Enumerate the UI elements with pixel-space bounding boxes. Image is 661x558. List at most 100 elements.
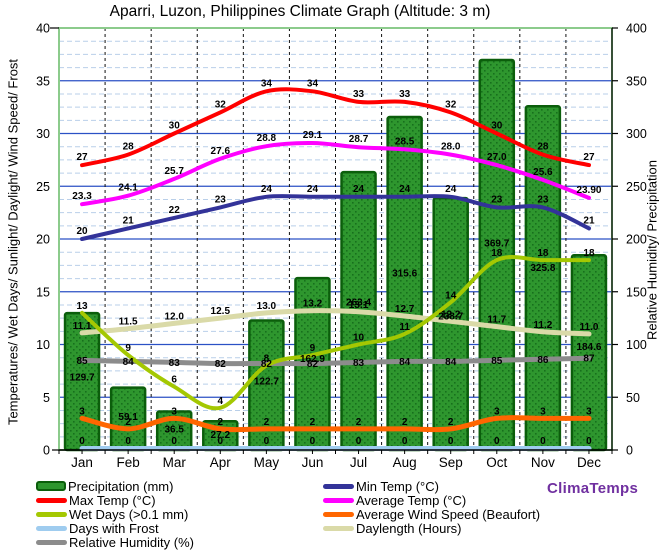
avg-temp-value: 28.8 xyxy=(257,133,277,144)
frost-days-value: 0 xyxy=(125,436,131,447)
wind-speed-value: 2 xyxy=(264,417,270,428)
legend-label: Days with Frost xyxy=(69,521,159,537)
max-temp-line xyxy=(80,87,591,168)
wind-speed-labels: 3 2 3 2 2 2 2 2 2 3 3 3 xyxy=(79,406,592,428)
daylength-value: 12.0 xyxy=(164,311,184,322)
avg-temp-value: 29.1 xyxy=(303,130,323,141)
legend-swatch-frost-days xyxy=(36,526,67,532)
wind-speed-line xyxy=(79,415,592,433)
humidity-value: 87 xyxy=(583,354,595,365)
avg-temp-value: 24.1 xyxy=(118,183,138,194)
max-temp-value: 32 xyxy=(215,99,227,110)
month-label: Jun xyxy=(302,455,324,470)
wet-days-line xyxy=(80,255,591,411)
legend-label: Max Temp (°C) xyxy=(69,492,156,508)
wind-speed-value: 3 xyxy=(171,406,177,417)
humidity-value: 85 xyxy=(491,356,503,367)
precipitation-bar-aug xyxy=(386,115,423,452)
min-temp-value: 24 xyxy=(307,184,319,195)
frost-days-value: 0 xyxy=(264,436,270,447)
precipitation-value: 325.8 xyxy=(530,263,555,274)
min-temp-labels: 20 21 22 23 24 24 24 24 24 23 23 21 xyxy=(76,184,594,237)
frost-days-labels: 0 0 0 0 0 0 0 0 0 0 0 0 xyxy=(79,436,592,447)
wet-days-value: 18 xyxy=(491,248,503,259)
avg-temp-value: 28.7 xyxy=(349,134,369,145)
max-temp-value: 33 xyxy=(399,89,411,100)
legend-swatch-wind-speed xyxy=(323,511,354,517)
wind-speed-value: 3 xyxy=(586,406,592,417)
min-temp-value: 22 xyxy=(169,205,181,216)
frost-days-value: 0 xyxy=(79,436,85,447)
legend-item-min-temp: Min Temp (°C) xyxy=(323,479,540,493)
min-temp-line xyxy=(80,194,591,241)
left-axis-tick: 20 xyxy=(36,233,50,247)
min-temp-value: 20 xyxy=(76,226,88,237)
right-axis-tick: 100 xyxy=(626,338,647,352)
humidity-value: 82 xyxy=(261,359,273,370)
legend-label: Wet Days (>0.1 mm) xyxy=(69,506,189,522)
wet-days-value: 8 xyxy=(264,354,270,365)
precipitation-value: 36.5 xyxy=(164,425,184,436)
left-axis-tick: 15 xyxy=(36,285,50,299)
max-temp-value: 30 xyxy=(169,121,181,132)
legend-item-wind-speed: Average Wind Speed (Beaufort) xyxy=(323,507,540,521)
legend-swatch-max-temp xyxy=(36,497,67,503)
wet-days-labels: 13 9 6 4 8 9 10 11 14 18 18 18 xyxy=(76,248,594,407)
avg-temp-value: 23.90 xyxy=(576,185,601,196)
max-temp-labels: 27 28 30 32 34 34 33 33 32 30 28 27 xyxy=(76,78,594,163)
humidity-value: 82 xyxy=(307,359,319,370)
month-label: Feb xyxy=(116,455,139,470)
month-label: Dec xyxy=(577,455,601,470)
max-temp-value: 34 xyxy=(307,78,319,89)
legend-swatch-wet-days xyxy=(36,511,67,517)
humidity-value: 83 xyxy=(353,358,365,369)
wet-days-value: 14 xyxy=(445,290,457,301)
min-temp-value: 23 xyxy=(537,194,549,205)
legend-item-wet-days: Wet Days (>0.1 mm) xyxy=(36,507,194,521)
min-temp-value: 24 xyxy=(399,184,411,195)
precipitation-bars xyxy=(63,58,608,452)
min-temp-value: 24 xyxy=(353,184,365,195)
precipitation-value: 162.9 xyxy=(300,354,325,365)
wet-days-value: 9 xyxy=(125,343,131,354)
wet-days-value: 13 xyxy=(76,301,88,312)
precipitation-value: 184.6 xyxy=(576,342,601,353)
legend-column-right: Min Temp (°C) Average Temp (°C) Average Wi… xyxy=(323,479,540,536)
min-temp-value: 24 xyxy=(445,184,457,195)
min-temp-value: 24 xyxy=(261,184,273,195)
legend-label: Min Temp (°C) xyxy=(356,478,439,494)
right-axis-tick: 250 xyxy=(626,180,647,194)
month-label: Jul xyxy=(350,455,367,470)
max-temp-value: 33 xyxy=(353,89,365,100)
legend-item-max-temp: Max Temp (°C) xyxy=(36,493,194,507)
daylength-line xyxy=(79,308,592,337)
month-label: May xyxy=(254,455,280,470)
month-label: Apr xyxy=(210,455,232,470)
right-axis-tick: 0 xyxy=(626,444,633,458)
frost-days-value: 0 xyxy=(356,436,362,447)
avg-temp-value: 27.6 xyxy=(211,146,231,157)
wind-speed-value: 3 xyxy=(494,406,500,417)
precipitation-value: 263.4 xyxy=(346,298,371,309)
right-axis-tick: 350 xyxy=(626,74,647,88)
frost-days-value: 0 xyxy=(402,436,408,447)
daylength-value: 11.5 xyxy=(119,317,138,328)
daylength-value: 11.1 xyxy=(73,321,92,332)
max-temp-value: 27 xyxy=(76,152,88,163)
avg-temp-value: 28.0 xyxy=(441,142,461,153)
min-temp-value: 21 xyxy=(583,215,595,226)
daylength-value: 13.0 xyxy=(257,301,277,312)
precipitation-value: 59.1 xyxy=(118,412,138,423)
left-axis-tick: 5 xyxy=(43,391,50,405)
daylength-value: 13.1 xyxy=(349,300,369,311)
legend-label: Precipitation (mm) xyxy=(68,478,174,494)
humidity-value: 83 xyxy=(169,358,181,369)
frost-days-value: 0 xyxy=(310,436,316,447)
axis-tick-labels: 0510152025303540050100150200250300350400… xyxy=(36,22,647,471)
avg-temp-value: 25.7 xyxy=(164,166,184,177)
precipitation-value: 122.7 xyxy=(254,376,279,387)
daylength-value: 11.2 xyxy=(533,320,552,331)
avg-temp-line xyxy=(80,140,591,207)
humidity-value: 82 xyxy=(215,359,227,370)
